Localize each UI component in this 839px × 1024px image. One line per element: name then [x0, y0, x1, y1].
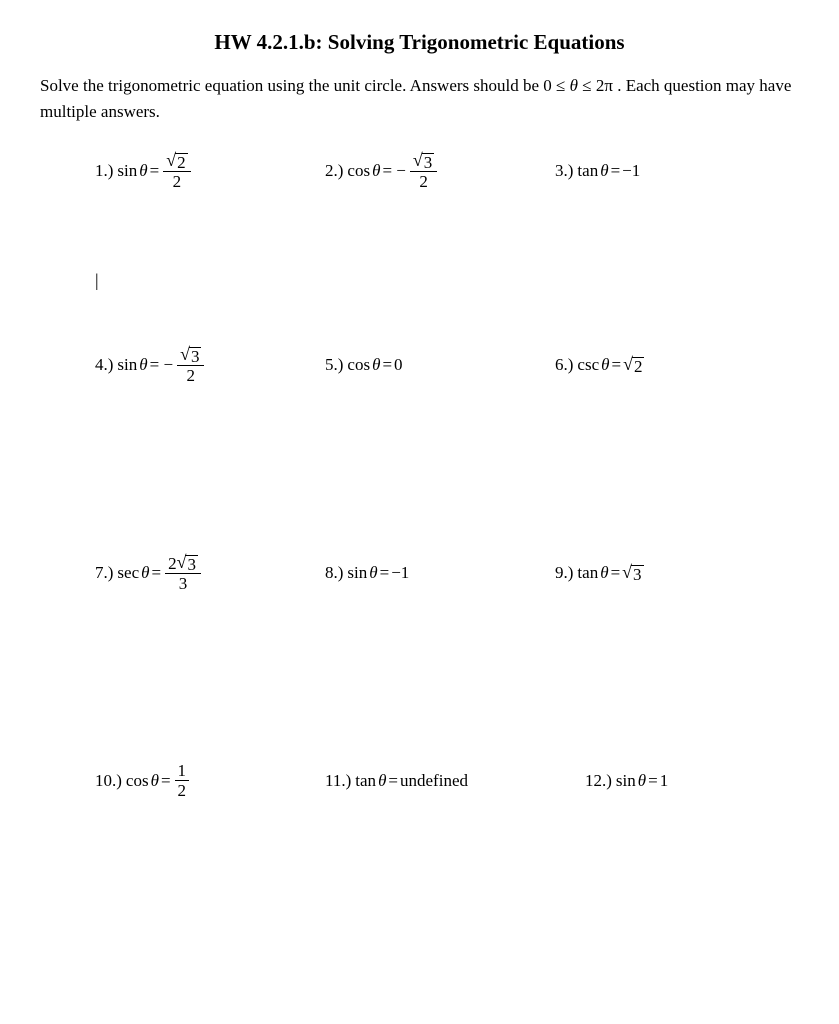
equation: sinθ = −1	[347, 563, 409, 583]
equals: =	[612, 355, 622, 375]
theta: θ	[151, 771, 159, 791]
theta: θ	[638, 771, 646, 791]
theta: θ	[372, 161, 380, 181]
fraction: √3 2	[410, 152, 437, 190]
fn: sin	[347, 563, 367, 583]
problems-container: 1.) sinθ = √2 2 2.) cosθ = − √3 2	[40, 152, 799, 799]
fn: sec	[117, 563, 139, 583]
rhs: 0	[394, 355, 403, 375]
theta: θ	[378, 771, 386, 791]
equals: =	[152, 563, 162, 583]
equals: =	[611, 161, 621, 181]
problem-number: 11.)	[325, 771, 351, 791]
problem-row: 10.) cosθ = 1 2 11.) tanθ = undefined 12…	[95, 762, 779, 799]
problem-7: 7.) secθ = 2√3 3	[95, 554, 325, 592]
problem-number: 5.)	[325, 355, 343, 375]
problem-number: 10.)	[95, 771, 122, 791]
equation: secθ = 2√3 3	[117, 554, 203, 592]
theta: θ	[139, 355, 147, 375]
equals: =	[388, 771, 398, 791]
sqrt: √2	[623, 356, 644, 374]
theta: θ	[600, 161, 608, 181]
fn: csc	[577, 355, 599, 375]
fn: sin	[117, 355, 137, 375]
theta: θ	[369, 563, 377, 583]
problem-10: 10.) cosθ = 1 2	[95, 762, 325, 799]
fraction: √3 2	[177, 346, 204, 384]
equals: =	[150, 161, 160, 181]
equation: cosθ = − √3 2	[347, 152, 439, 190]
problem-number: 12.)	[585, 771, 612, 791]
problem-number: 9.)	[555, 563, 573, 583]
problem-2: 2.) cosθ = − √3 2	[325, 152, 555, 190]
problem-3: 3.) tanθ = −1	[555, 152, 755, 190]
equals: = −	[382, 161, 405, 181]
stray-cursor-mark: |	[95, 270, 779, 291]
problem-row: 4.) sinθ = − √3 2 5.) cosθ = 0 6.) cscθ …	[95, 346, 779, 384]
theta: θ	[139, 161, 147, 181]
theta: θ	[141, 563, 149, 583]
equals: =	[380, 563, 390, 583]
fraction: 1 2	[175, 762, 190, 799]
instr-range: 0 ≤ θ ≤ 2π	[543, 76, 613, 95]
theta: θ	[601, 355, 609, 375]
problem-row: 7.) secθ = 2√3 3 8.) sinθ = −1 9.) tanθ …	[95, 554, 779, 592]
fn: cos	[347, 161, 370, 181]
problem-8: 8.) sinθ = −1	[325, 554, 555, 592]
equals: =	[648, 771, 658, 791]
equals: =	[611, 563, 621, 583]
fraction: 2√3 3	[165, 554, 201, 592]
instructions: Solve the trigonometric equation using t…	[40, 73, 799, 124]
problem-number: 7.)	[95, 563, 113, 583]
fn: tan	[577, 563, 598, 583]
fn: sin	[117, 161, 137, 181]
theta: θ	[372, 355, 380, 375]
equation: cscθ = √2	[577, 355, 644, 375]
problem-4: 4.) sinθ = − √3 2	[95, 346, 325, 384]
problem-row: 1.) sinθ = √2 2 2.) cosθ = − √3 2	[95, 152, 779, 190]
fn: cos	[347, 355, 370, 375]
equation: cosθ = 1 2	[126, 762, 191, 799]
rhs: 1	[660, 771, 669, 791]
sqrt: √3	[622, 564, 643, 582]
problem-5: 5.) cosθ = 0	[325, 346, 555, 384]
fn: tan	[355, 771, 376, 791]
equation: tanθ = undefined	[355, 771, 468, 791]
problem-number: 8.)	[325, 563, 343, 583]
equation: tanθ = √3	[577, 563, 643, 583]
problem-11: 11.) tanθ = undefined	[325, 762, 585, 799]
equation: sinθ = 1	[616, 771, 668, 791]
equals: = −	[150, 355, 173, 375]
equals: =	[382, 355, 392, 375]
equation: sinθ = √2 2	[117, 152, 192, 190]
fn: sin	[616, 771, 636, 791]
rhs: undefined	[400, 771, 468, 791]
problem-number: 1.)	[95, 161, 113, 181]
problem-number: 2.)	[325, 161, 343, 181]
problem-number: 6.)	[555, 355, 573, 375]
problem-1: 1.) sinθ = √2 2	[95, 152, 325, 190]
problem-9: 9.) tanθ = √3	[555, 554, 755, 592]
equation: tanθ = −1	[577, 161, 640, 181]
fn: tan	[577, 161, 598, 181]
problem-number: 3.)	[555, 161, 573, 181]
problem-6: 6.) cscθ = √2	[555, 346, 755, 384]
page-title: HW 4.2.1.b: Solving Trigonometric Equati…	[40, 30, 799, 55]
problem-12: 12.) sinθ = 1	[585, 762, 755, 799]
equation: sinθ = − √3 2	[117, 346, 206, 384]
problem-number: 4.)	[95, 355, 113, 375]
fraction: √2 2	[163, 152, 190, 190]
equation: cosθ = 0	[347, 355, 402, 375]
fn: cos	[126, 771, 149, 791]
rhs: −1	[391, 563, 409, 583]
instr-pre: Solve the trigonometric equation using t…	[40, 76, 543, 95]
equals: =	[161, 771, 171, 791]
theta: θ	[600, 563, 608, 583]
rhs: −1	[622, 161, 640, 181]
